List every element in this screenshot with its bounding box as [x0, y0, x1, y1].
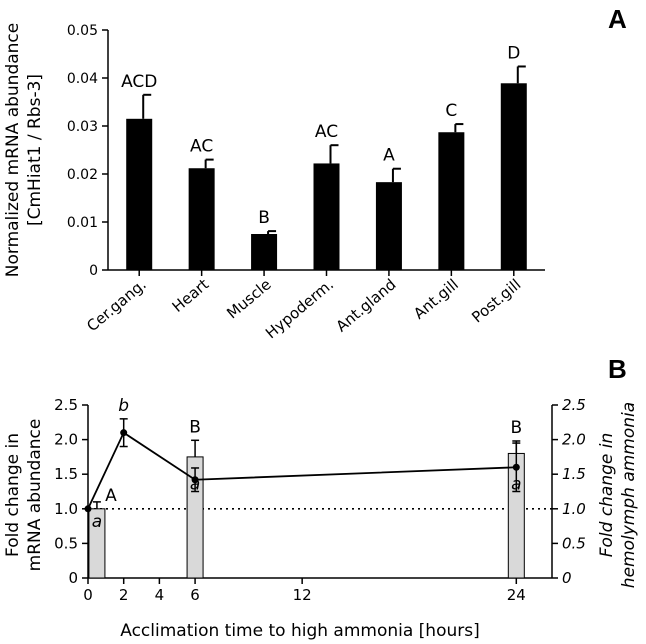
x-tick-label-b: 6	[190, 586, 200, 604]
chart-b: B Fold change in mRNA abundance Fold cha…	[3, 354, 639, 641]
x-axis-label-b: Acclimation time to high ammonia [hours]	[120, 621, 479, 641]
x-ticks-b: 0 2 4 6 12 24	[83, 507, 552, 604]
x-tick-label-a: Ant.gland	[333, 275, 400, 335]
y-tick-label-right-b: 1.5	[562, 465, 586, 483]
y-tick-label-a: 0.05	[67, 23, 98, 39]
y-tick-label-right-b: 1.0	[562, 500, 586, 518]
panel-label-b: B	[608, 354, 627, 384]
y-tick-label-a: 0.04	[67, 71, 98, 87]
y-tick-label-a: 0.01	[67, 215, 98, 231]
y-ticks-a: 0 0.01 0.02 0.03 0.04 0.05	[67, 23, 108, 279]
x-tick-label-a: Heart	[169, 275, 213, 316]
x-tick-label-a: Ant.gill	[410, 275, 462, 323]
bar-group-label-b: B	[510, 418, 522, 438]
y-tick-label-left-b: 1.0	[54, 500, 78, 518]
y-tick-label-left-b: 0.5	[54, 534, 78, 552]
y-axis-right-label-b-line1: Fold change in	[597, 433, 617, 558]
x-tick-label-b: 4	[155, 586, 165, 604]
group-label-a: AC	[190, 137, 213, 157]
y-axis-left-label-b-line2: mRNA abundance	[25, 419, 45, 572]
y-axis-left-label-b-line1: Fold change in	[3, 433, 23, 557]
bar-inner-label-b: a	[92, 512, 102, 532]
point-label-b: b	[118, 396, 129, 416]
y-tick-label-a: 0	[89, 263, 98, 279]
line-point-b	[512, 463, 520, 471]
y-tick-label-right-b: 2.5	[562, 396, 586, 414]
group-label-a: A	[383, 146, 395, 166]
panel-label-a: A	[608, 4, 627, 34]
y-tick-label-left-b: 1.5	[54, 465, 78, 483]
line-point-b	[84, 505, 92, 513]
bar-group-label-b: A	[105, 486, 117, 506]
bars-b: A B Ba	[88, 417, 525, 579]
x-tick-label-b: 2	[119, 586, 129, 604]
y-tick-label-left-b: 2.0	[54, 431, 78, 449]
group-label-a: ACD	[121, 72, 157, 92]
y-tick-label-right-b: 2.0	[562, 431, 586, 449]
y-tick-label-a: 0.02	[67, 167, 98, 183]
y-axis-label-a-line2: [CmHiat1 / Rbs-3]	[25, 74, 45, 226]
y-tick-label-left-b: 0	[68, 569, 78, 587]
x-tick-label-a: Muscle	[223, 275, 274, 322]
x-tick-label-b: 24	[507, 586, 526, 604]
bar-a	[188, 168, 215, 270]
bar-a	[251, 234, 278, 270]
x-tick-label-a: Post.gill	[468, 275, 524, 326]
group-label-a: D	[507, 43, 520, 63]
line-point-b	[120, 429, 128, 437]
group-label-a: B	[258, 208, 270, 228]
bar-group-label-b: B	[189, 417, 201, 437]
group-label-a: C	[445, 101, 457, 121]
line-series-b: b a a	[84, 396, 522, 513]
y-tick-label-a: 0.03	[67, 119, 98, 135]
chart-a: A Normalized mRNA abundance [CmHiat1 / R…	[3, 4, 627, 342]
line-point-b	[191, 476, 199, 484]
point-label-b: a	[190, 475, 200, 495]
y-ticks-b: 0 0 0.5 0.5 1.0 1.0 1.5 1.5 2.0 2.0 2.5 2.5	[54, 396, 586, 587]
point-label-b: a	[511, 475, 521, 495]
line-path-b	[87, 431, 517, 510]
bar-a	[313, 163, 340, 270]
bar-a	[500, 83, 527, 270]
x-tick-label-a: Cer.gang.	[83, 275, 150, 335]
x-tick-label-b: 0	[83, 586, 93, 604]
y-axis-right-label-b-line2: hemolymph ammonia	[619, 402, 639, 588]
group-label-a: AC	[315, 122, 338, 142]
y-tick-label-right-b: 0	[562, 569, 572, 587]
bar-a	[438, 132, 465, 270]
x-tick-label-a: Hypoderm.	[262, 275, 337, 342]
bar-a	[126, 118, 153, 270]
y-tick-label-right-b: 0.5	[562, 534, 586, 552]
bars-a: ACD Cer.gang. AC Heart B Muscle AC Hypoderm. A An…	[83, 43, 527, 342]
y-axis-label-a-line1: Normalized mRNA abundance	[3, 23, 23, 277]
y-tick-label-left-b: 2.5	[54, 396, 78, 414]
bar-a	[375, 182, 402, 270]
x-tick-label-b: 12	[293, 586, 312, 604]
